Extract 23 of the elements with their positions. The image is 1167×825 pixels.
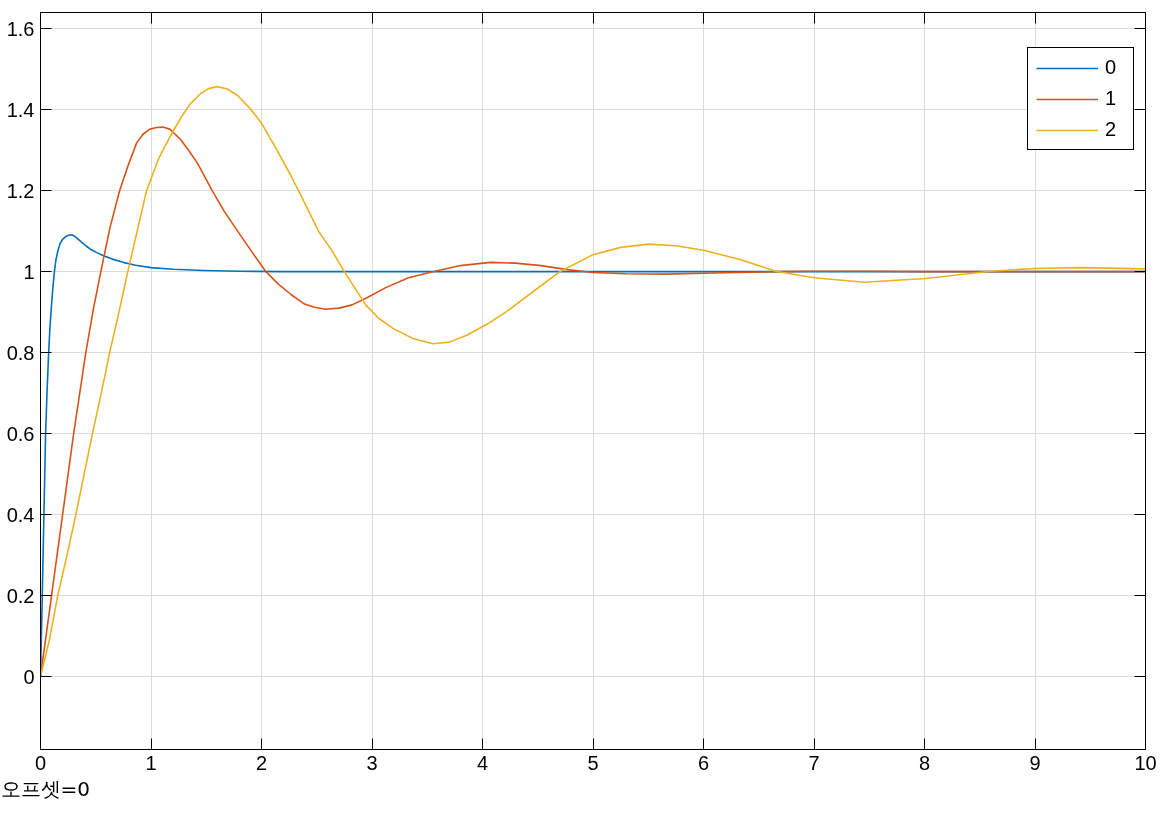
y-tick-label: 0.8 <box>6 341 35 364</box>
x-tick-label: 1 <box>145 751 157 774</box>
x-tick-label: 4 <box>476 751 489 774</box>
x-tick-label: 5 <box>587 751 599 774</box>
y-tick-label: 0 <box>23 665 35 688</box>
x-tick-label: 3 <box>366 751 378 774</box>
legend-label: 0 <box>1105 56 1118 79</box>
text: 오프셋=0 <box>0 776 90 801</box>
x-tick-label: 7 <box>808 751 820 774</box>
y-tick-label: 0.6 <box>6 422 35 445</box>
y-tick-label: 1.2 <box>6 179 35 202</box>
x-tick-label: 6 <box>697 751 710 774</box>
legend-label: 2 <box>1105 118 1118 141</box>
y-tick-label: 1 <box>23 260 35 283</box>
x-tick-label: 9 <box>1029 751 1041 774</box>
legend-label: 1 <box>1105 87 1118 110</box>
y-tick-label: 1.4 <box>6 98 35 121</box>
y-tick-label: 1.6 <box>6 17 35 40</box>
x-tick-label: 10 <box>1134 751 1157 774</box>
y-tick-label: 0.2 <box>6 584 35 607</box>
x-tick-label: 8 <box>918 751 931 774</box>
y-tick-label: 0.4 <box>6 503 35 526</box>
x-tick-label: 2 <box>255 751 268 774</box>
